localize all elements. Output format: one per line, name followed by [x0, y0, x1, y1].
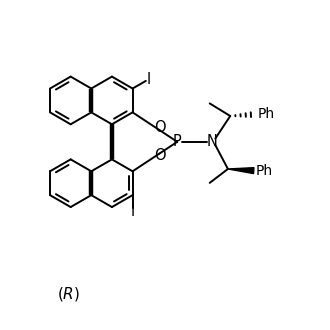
Text: P: P: [173, 134, 182, 149]
Text: O: O: [154, 148, 166, 163]
Polygon shape: [228, 168, 254, 174]
Text: Ph: Ph: [255, 164, 273, 178]
Text: N: N: [207, 134, 217, 149]
Text: $(\mathit{R})$: $(\mathit{R})$: [57, 285, 81, 303]
Text: I: I: [130, 204, 135, 218]
Text: O: O: [154, 120, 166, 135]
Text: Ph: Ph: [258, 107, 275, 121]
Text: I: I: [146, 72, 150, 87]
